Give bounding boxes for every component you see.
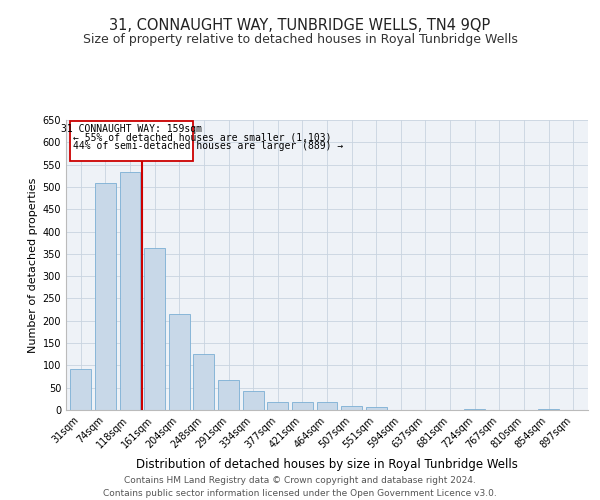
Bar xyxy=(193,354,214,410)
Text: ← 55% of detached houses are smaller (1,103): ← 55% of detached houses are smaller (1,… xyxy=(73,133,332,143)
Bar xyxy=(95,184,116,410)
Bar xyxy=(144,248,165,410)
Bar xyxy=(242,392,263,410)
Bar xyxy=(169,314,190,410)
Bar xyxy=(464,408,485,410)
Text: Contains HM Land Registry data © Crown copyright and database right 2024.
Contai: Contains HM Land Registry data © Crown c… xyxy=(103,476,497,498)
Bar xyxy=(317,402,337,410)
Text: 44% of semi-detached houses are larger (889) →: 44% of semi-detached houses are larger (… xyxy=(73,141,344,151)
FancyBboxPatch shape xyxy=(70,121,193,161)
Bar xyxy=(267,402,288,410)
Bar xyxy=(70,368,91,410)
Bar xyxy=(538,409,559,410)
Bar xyxy=(292,402,313,410)
Text: 31, CONNAUGHT WAY, TUNBRIDGE WELLS, TN4 9QP: 31, CONNAUGHT WAY, TUNBRIDGE WELLS, TN4 … xyxy=(109,18,491,32)
Bar xyxy=(341,406,362,410)
Y-axis label: Number of detached properties: Number of detached properties xyxy=(28,178,38,352)
Bar xyxy=(218,380,239,410)
Bar xyxy=(119,172,140,410)
Text: Size of property relative to detached houses in Royal Tunbridge Wells: Size of property relative to detached ho… xyxy=(83,32,517,46)
X-axis label: Distribution of detached houses by size in Royal Tunbridge Wells: Distribution of detached houses by size … xyxy=(136,458,518,471)
Text: 31 CONNAUGHT WAY: 159sqm: 31 CONNAUGHT WAY: 159sqm xyxy=(61,124,202,134)
Bar xyxy=(366,408,387,410)
